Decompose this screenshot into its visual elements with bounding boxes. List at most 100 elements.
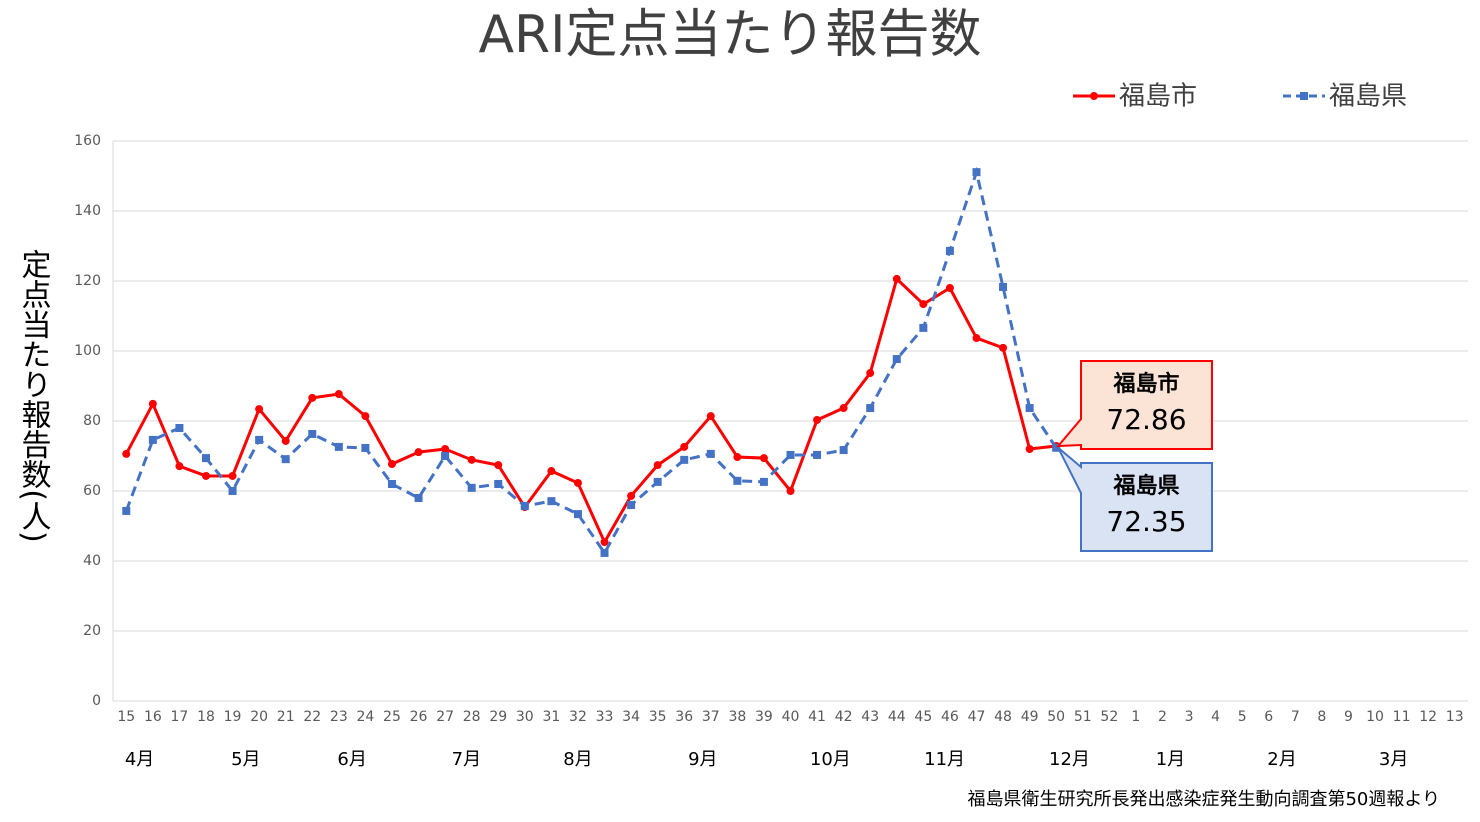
month-label: 7月 (452, 749, 481, 770)
x-tick-label: 29 (489, 709, 507, 725)
x-tick-label: 25 (383, 709, 401, 725)
x-tick-label: 42 (835, 709, 853, 725)
y-tick-label: 80 (83, 413, 101, 429)
point (148, 399, 157, 408)
point (786, 450, 795, 459)
point (839, 404, 848, 413)
point (361, 412, 370, 421)
x-tick-label: 15 (117, 709, 135, 725)
x-tick-label: 26 (410, 709, 428, 725)
point (228, 487, 237, 495)
legend-label: 福島市 (1119, 82, 1197, 112)
point (255, 435, 264, 444)
callout-value: 72.35 (1106, 505, 1186, 538)
point (706, 412, 715, 421)
point (786, 487, 795, 495)
point (680, 455, 689, 464)
point (945, 246, 954, 255)
source-note: 福島県衛生研究所長発出感染症発生動向調査第50週報より (967, 789, 1440, 810)
month-label: 3月 (1379, 749, 1408, 770)
point (387, 460, 396, 469)
x-tick-label: 22 (303, 709, 321, 725)
point (175, 424, 184, 432)
x-tick-label: 24 (356, 709, 374, 725)
point (1025, 404, 1034, 413)
x-tick-label: 52 (1100, 709, 1118, 725)
x-tick-label: 18 (197, 709, 215, 725)
callout-name: 福島市 (1112, 371, 1179, 397)
point (467, 455, 476, 464)
point (308, 429, 317, 438)
x-tick-label: 45 (914, 709, 932, 725)
point (547, 467, 556, 476)
x-tick-label: 1 (1131, 709, 1140, 725)
x-tick-label: 31 (542, 709, 560, 725)
x-tick-label: 7 (1291, 709, 1300, 725)
month-label: 5月 (231, 749, 260, 770)
callout-value: 72.86 (1106, 403, 1186, 436)
point (281, 436, 290, 445)
point (813, 450, 822, 459)
x-tick-label: 12 (1419, 709, 1437, 725)
x-tick-label: 35 (649, 709, 667, 725)
x-tick-label: 8 (1317, 709, 1326, 725)
x-tick-label: 5 (1238, 709, 1247, 725)
month-label: 12月 (1049, 749, 1090, 770)
x-tick-label: 13 (1446, 709, 1464, 725)
point (627, 501, 636, 509)
point (148, 435, 157, 444)
point (999, 282, 1008, 291)
x-tick-label: 3 (1185, 709, 1194, 725)
callout-box (1057, 447, 1213, 552)
y-tick-label: 60 (83, 483, 101, 499)
point (122, 506, 131, 515)
series-line (124, 166, 1058, 556)
point (733, 453, 742, 462)
point (627, 491, 636, 500)
point (919, 300, 928, 309)
x-tick-label: 16 (144, 709, 162, 725)
point (414, 448, 423, 457)
x-tick-label: 34 (622, 709, 640, 725)
point (759, 454, 768, 463)
x-tick-label: 47 (968, 709, 986, 725)
x-tick-label: 27 (436, 709, 454, 725)
point (494, 461, 503, 470)
month-label: 10月 (810, 749, 851, 770)
point (813, 415, 822, 424)
point (1025, 445, 1034, 453)
x-tick-label: 43 (861, 709, 879, 725)
point (441, 452, 450, 460)
x-tick-label: 39 (755, 709, 773, 725)
x-tick-label: 17 (171, 709, 189, 725)
point (467, 483, 476, 492)
point (361, 443, 370, 452)
point (547, 497, 556, 506)
x-tick-label: 19 (224, 709, 242, 725)
point (387, 480, 396, 488)
point (281, 455, 290, 464)
chart-title: ARI定点当たり報告数 (478, 5, 981, 65)
series-line (124, 276, 1057, 546)
y-axis-label: 定点当たり報告数(人) (16, 249, 51, 542)
callout-name: 福島県 (1112, 473, 1179, 499)
y-tick-label: 160 (74, 133, 101, 149)
month-label: 8月 (563, 749, 592, 770)
point (573, 510, 582, 519)
x-tick-label: 20 (250, 709, 268, 725)
x-tick-label: 10 (1366, 709, 1384, 725)
x-tick-label: 6 (1264, 709, 1273, 725)
point (653, 477, 662, 486)
point (600, 538, 609, 547)
point (228, 471, 237, 480)
y-tick-label: 140 (74, 203, 101, 219)
callout-box (1055, 360, 1213, 450)
point (201, 454, 210, 463)
point (255, 405, 264, 414)
point (839, 446, 848, 455)
x-tick-label: 41 (808, 709, 826, 725)
month-label: 2月 (1267, 749, 1296, 770)
point (175, 462, 184, 471)
point (680, 442, 689, 451)
